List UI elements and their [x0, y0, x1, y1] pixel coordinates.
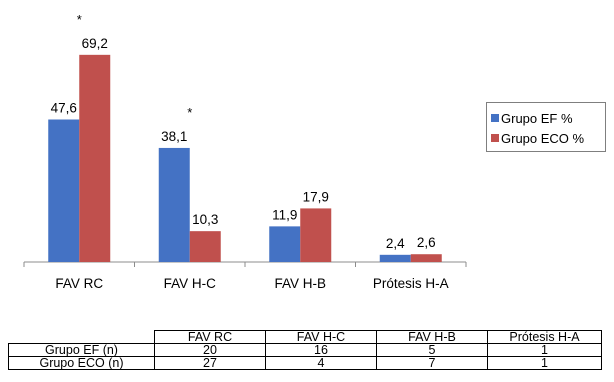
data-label-grupo-ef--protesis-h-a: 2,4: [386, 236, 405, 251]
table-cell: 7: [376, 356, 488, 370]
significance-asterisk: *: [187, 105, 192, 120]
bar-grupo-eco--fav-h-c: [189, 231, 221, 262]
bar-grupo-ef--fav-rc: [48, 119, 80, 262]
bar-grupo-ef--fav-h-c: [158, 147, 190, 262]
table-header-fav-rc: FAV RC: [154, 330, 266, 344]
data-label-grupo-eco--fav-rc: 69,2: [82, 36, 108, 51]
legend-item-grupo-ef: Grupo EF %: [491, 108, 605, 128]
table-header-fav-hc: FAV H-C: [265, 330, 377, 344]
table-cell: 1: [487, 356, 602, 370]
legend-label-grupo-ef: Grupo EF %: [501, 110, 573, 126]
legend-item-grupo-eco: Grupo ECO %: [491, 128, 605, 148]
table-row-label: Grupo EF (n): [8, 343, 155, 357]
bar-grupo-eco--fav-rc: [79, 54, 111, 262]
table-header-protesis-ha: Prótesis H-A: [487, 330, 602, 344]
bar-grupo-ef--fav-h-b: [269, 226, 301, 262]
table-row: Grupo EF (n) 20 16 5 1: [8, 343, 602, 357]
table-cell: 27: [154, 356, 266, 370]
table-row: Grupo ECO (n) 27 4 7 1: [8, 356, 602, 370]
bar-grupo-ef--protesis-h-a: [379, 254, 411, 262]
table-header-row: FAV RC FAV H-C FAV H-B Prótesis H-A: [8, 330, 602, 344]
x-tick-label-protesis-h-a: Prótesis H-A: [373, 276, 449, 291]
counts-table: FAV RC FAV H-C FAV H-B Prótesis H-A Grup…: [8, 330, 602, 370]
table-cell: 1: [487, 343, 602, 357]
legend-swatch-grupo-eco: [491, 134, 499, 142]
table-cell: 4: [265, 356, 377, 370]
data-label-grupo-eco--fav-h-b: 17,9: [303, 189, 329, 204]
table-cell: 5: [376, 343, 488, 357]
bar-grupo-eco--fav-h-b: [300, 208, 332, 262]
x-tick-label-fav-h-c: FAV H-C: [164, 276, 217, 291]
bar-grupo-eco--protesis-h-a: [410, 254, 442, 262]
bar-chart: FAV RC 47,6 69,2 FAV H-C 38,1 10,3 FAV H-B 11,9…: [23, 12, 467, 291]
x-tick-label-fav-h-b: FAV H-B: [274, 276, 326, 291]
table-header-fav-hb: FAV H-B: [376, 330, 488, 344]
chart-legend: Grupo EF % Grupo ECO %: [486, 102, 606, 152]
table-cell: 16: [265, 343, 377, 357]
data-label-grupo-eco--fav-h-c: 10,3: [192, 212, 218, 227]
legend-label-grupo-eco: Grupo ECO %: [501, 130, 585, 146]
table-row-label: Grupo ECO (n): [8, 356, 155, 370]
x-tick-label-fav-rc: FAV RC: [55, 276, 103, 291]
legend-swatch-grupo-ef: [491, 114, 499, 122]
data-label-grupo-ef--fav-rc: 47,6: [51, 100, 77, 115]
data-label-grupo-ef--fav-h-c: 38,1: [161, 129, 187, 144]
data-label-grupo-ef--fav-h-b: 11,9: [272, 207, 297, 222]
table-corner-cell: [8, 330, 155, 344]
data-label-grupo-eco--protesis-h-a: 2,6: [417, 235, 436, 250]
table-cell: 20: [154, 343, 266, 357]
significance-asterisk: *: [77, 12, 82, 27]
